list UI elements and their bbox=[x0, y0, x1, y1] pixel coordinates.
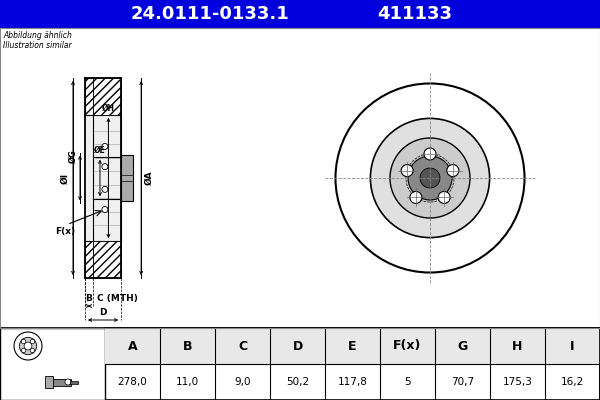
Bar bbox=[70, 380, 78, 384]
Text: ØE: ØE bbox=[94, 146, 106, 155]
Circle shape bbox=[438, 192, 450, 204]
Text: D: D bbox=[292, 340, 302, 352]
Text: G: G bbox=[457, 340, 467, 352]
Bar bbox=[85, 115, 93, 241]
Text: D: D bbox=[100, 308, 107, 317]
Text: B: B bbox=[183, 340, 192, 352]
Bar bbox=[85, 241, 93, 278]
Circle shape bbox=[102, 186, 108, 192]
Bar bbox=[105, 328, 600, 364]
Circle shape bbox=[30, 348, 35, 353]
Circle shape bbox=[22, 348, 26, 353]
Text: 175,3: 175,3 bbox=[503, 377, 532, 387]
Circle shape bbox=[19, 337, 37, 355]
Circle shape bbox=[102, 144, 108, 150]
Bar bbox=[121, 155, 133, 201]
Circle shape bbox=[22, 339, 26, 344]
Text: ØA: ØA bbox=[144, 171, 153, 185]
Text: 278,0: 278,0 bbox=[118, 377, 148, 387]
Circle shape bbox=[447, 164, 459, 176]
Text: C: C bbox=[238, 340, 247, 352]
Text: A: A bbox=[128, 340, 137, 352]
Circle shape bbox=[14, 332, 42, 360]
Text: ØG: ØG bbox=[69, 150, 78, 163]
Circle shape bbox=[420, 168, 440, 188]
Text: B: B bbox=[86, 294, 92, 303]
Text: C (MTH): C (MTH) bbox=[97, 294, 138, 303]
Text: 24.0111-0133.1: 24.0111-0133.1 bbox=[131, 5, 289, 23]
Text: Illustration similar: Illustration similar bbox=[3, 41, 71, 50]
Circle shape bbox=[370, 118, 490, 238]
Text: F(x): F(x) bbox=[394, 340, 422, 352]
Bar bbox=[0, 328, 105, 400]
Bar bbox=[0, 0, 600, 28]
Text: E: E bbox=[348, 340, 357, 352]
Bar bbox=[0, 28, 600, 328]
Text: 117,8: 117,8 bbox=[338, 377, 367, 387]
Bar bbox=[0, 328, 600, 400]
Text: 16,2: 16,2 bbox=[561, 377, 584, 387]
Bar bbox=[0, 28, 600, 328]
Text: 9,0: 9,0 bbox=[234, 377, 251, 387]
Circle shape bbox=[424, 148, 436, 160]
Bar bbox=[53, 378, 71, 386]
Circle shape bbox=[335, 84, 524, 272]
Circle shape bbox=[102, 164, 108, 170]
Circle shape bbox=[390, 138, 470, 218]
Text: 411133: 411133 bbox=[377, 5, 452, 23]
Circle shape bbox=[410, 192, 422, 204]
Text: 5: 5 bbox=[404, 377, 411, 387]
Circle shape bbox=[102, 206, 108, 212]
Text: ØH: ØH bbox=[102, 104, 115, 113]
Text: 11,0: 11,0 bbox=[176, 377, 199, 387]
Circle shape bbox=[24, 342, 32, 350]
Text: I: I bbox=[570, 340, 575, 352]
Text: F(x): F(x) bbox=[55, 226, 75, 236]
Bar bbox=[93, 115, 121, 241]
Bar bbox=[85, 78, 93, 115]
Bar bbox=[93, 78, 121, 115]
Text: ØI: ØI bbox=[61, 172, 70, 184]
Text: Abbildung ähnlich: Abbildung ähnlich bbox=[3, 31, 72, 40]
Text: H: H bbox=[512, 340, 523, 352]
Circle shape bbox=[401, 164, 413, 176]
Text: 70,7: 70,7 bbox=[451, 377, 474, 387]
Circle shape bbox=[65, 379, 71, 385]
Circle shape bbox=[408, 156, 452, 200]
Bar bbox=[45, 376, 53, 388]
Text: 50,2: 50,2 bbox=[286, 377, 309, 387]
Circle shape bbox=[30, 339, 35, 344]
Bar bbox=[93, 241, 121, 278]
